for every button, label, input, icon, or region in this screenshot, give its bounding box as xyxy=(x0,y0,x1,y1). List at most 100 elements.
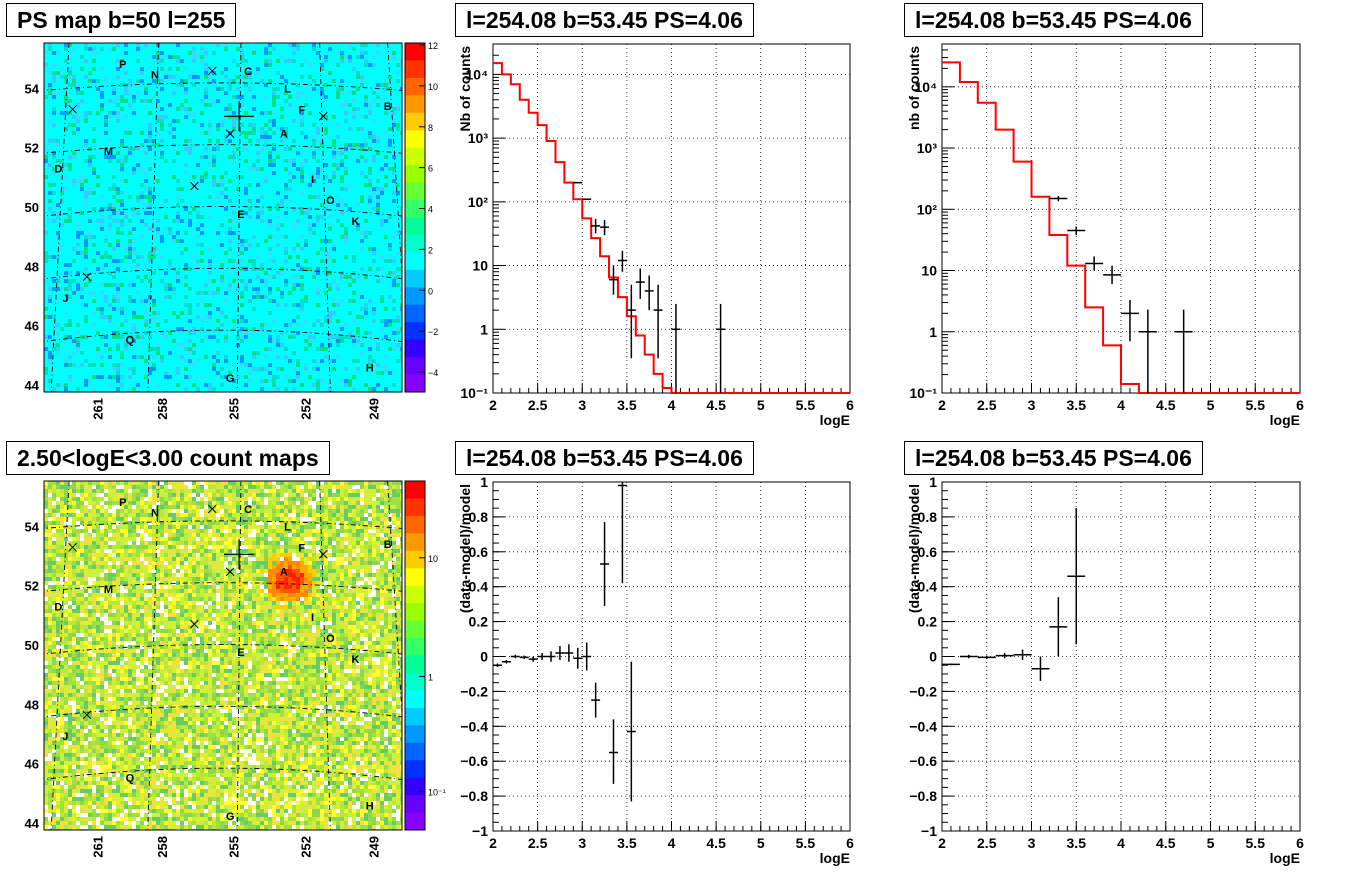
source-x-marker xyxy=(318,549,328,559)
lon-tick-label: 255 xyxy=(227,836,242,858)
y-tick-label: 10⁴ xyxy=(466,66,489,82)
y-tick-label: −0.4 xyxy=(460,718,488,734)
y-tick-label: −0.8 xyxy=(909,788,937,804)
y-tick-label: 0 xyxy=(929,649,937,665)
x-tick-label: 5 xyxy=(1207,397,1215,413)
x-tick-label: 3.5 xyxy=(617,835,637,851)
lat-tick-label: 44 xyxy=(25,816,40,831)
colorbar-map_ps: 12 10 8 6 4 2 0 −2 −4 xyxy=(404,41,438,393)
map-frame xyxy=(43,42,403,393)
lon-tick-label: 249 xyxy=(366,398,381,420)
x-tick-label: 4.5 xyxy=(706,835,726,851)
y-tick-label: 10⁴ xyxy=(915,79,938,95)
lon-tick-label: 252 xyxy=(298,836,313,858)
colorbar-band xyxy=(405,672,425,691)
source-label-J: J xyxy=(62,731,68,743)
source-label-A: A xyxy=(280,567,288,579)
colorbar-band xyxy=(405,60,425,79)
colorbar-band xyxy=(405,269,425,288)
title-spectrum-b: l=254.08 b=53.45 PS=4.06 xyxy=(904,3,1203,37)
latitude-line xyxy=(44,767,402,780)
source-x-marker xyxy=(190,619,199,629)
x-tick-label: 2.5 xyxy=(528,397,548,413)
y-tick-label: 10³ xyxy=(468,130,489,146)
x-tick-label: 4 xyxy=(1117,835,1125,851)
lon-tick-label: 249 xyxy=(366,836,381,858)
source-x-marker xyxy=(68,542,77,552)
x-tick-label: 3.5 xyxy=(1067,397,1087,413)
colorbar-band xyxy=(405,252,425,271)
lon-tick-label: 255 xyxy=(227,398,242,420)
x-tick-label: 4.5 xyxy=(1156,835,1176,851)
x-tick-label: 5.5 xyxy=(1246,397,1266,413)
colorbar-tick-label: 10 xyxy=(428,554,438,564)
source-label-L: L xyxy=(284,83,291,95)
longitude-line xyxy=(319,43,331,392)
x-tick-label: 2 xyxy=(938,835,946,851)
source-label-C: C xyxy=(244,66,252,78)
source-label-N: N xyxy=(151,69,159,81)
colorbar-tick-label: 4 xyxy=(428,205,433,215)
x-tick-label: 4.5 xyxy=(706,397,726,413)
x-axis-label: logE xyxy=(1270,412,1300,428)
title-residual-a: l=254.08 b=53.45 PS=4.06 xyxy=(455,441,754,475)
source-label-I: I xyxy=(311,612,314,624)
x-axis-label: logE xyxy=(820,412,850,428)
lon-tick-label: 261 xyxy=(91,398,106,420)
y-tick-label: −0.2 xyxy=(909,683,937,699)
target-cross xyxy=(224,539,255,570)
colorbar-tick-label: −2 xyxy=(428,327,438,337)
y-axis-label: Nb of counts xyxy=(457,46,473,132)
y-tick-label: 0.6 xyxy=(918,544,938,560)
colorbar-band xyxy=(405,603,425,622)
colorbar-band xyxy=(405,742,425,761)
title-count-map: 2.50<logE<3.00 count maps xyxy=(6,441,330,475)
y-axis-label: nb of counts xyxy=(906,46,922,130)
x-tick-label: 5.5 xyxy=(1246,835,1266,851)
plot-spec_b: 2 2.5 3 3.5 4 4.5 5 5.5 6 10⁻¹ 1 10 10² 10³ 10⁴ logE nb … xyxy=(906,43,1304,428)
colorbar-band xyxy=(405,130,425,149)
y-tick-label: −0.6 xyxy=(909,753,937,769)
y-tick-label: −1 xyxy=(921,823,937,839)
x-tick-label: 6 xyxy=(1296,397,1304,413)
lat-tick-label: 50 xyxy=(25,638,39,653)
source-x-marker xyxy=(190,181,199,191)
lat-tick-label: 46 xyxy=(25,757,39,772)
colorbar-band xyxy=(405,200,425,218)
latitude-line xyxy=(44,206,402,217)
source-label-G: G xyxy=(226,811,235,823)
colorbar-tick-label: 2 xyxy=(428,245,433,255)
longitude-line xyxy=(50,43,70,392)
x-axis-label: logE xyxy=(1270,850,1300,866)
y-tick-label: 1 xyxy=(480,321,488,337)
y-axis-label: (data-model)/model xyxy=(457,484,473,613)
colorbar-band xyxy=(405,287,425,306)
x-tick-label: 4 xyxy=(1117,397,1125,413)
latitude-line xyxy=(44,520,402,529)
source-label-M: M xyxy=(104,584,113,596)
longitude-line xyxy=(236,43,242,392)
source-label-F: F xyxy=(298,542,305,554)
source-x-marker xyxy=(82,710,92,720)
x-tick-label: 2.5 xyxy=(977,835,997,851)
title-residual-b: l=254.08 b=53.45 PS=4.06 xyxy=(904,441,1203,475)
x-tick-label: 6 xyxy=(846,397,854,413)
source-label-K: K xyxy=(351,216,359,228)
source-label-N: N xyxy=(151,507,159,519)
source-label-H: H xyxy=(366,363,374,375)
colorbar-tick-label: 0 xyxy=(428,286,433,296)
x-tick-label: 6 xyxy=(1296,835,1304,851)
source-label-P: P xyxy=(119,497,126,509)
lon-tick-label: 258 xyxy=(155,398,170,420)
colorbar-band xyxy=(405,533,425,552)
source-label-M: M xyxy=(104,146,113,158)
latitude-line xyxy=(44,329,402,342)
source-label-G: G xyxy=(226,373,235,385)
y-tick-label: 0.8 xyxy=(469,509,489,525)
map-background xyxy=(44,43,402,392)
lon-tick-label: 258 xyxy=(155,836,170,858)
x-axis-label: logE xyxy=(820,850,850,866)
y-tick-label: −0.4 xyxy=(909,718,937,734)
x-tick-label: 2.5 xyxy=(528,835,548,851)
colorbar-tick-label: 1 xyxy=(428,672,433,682)
